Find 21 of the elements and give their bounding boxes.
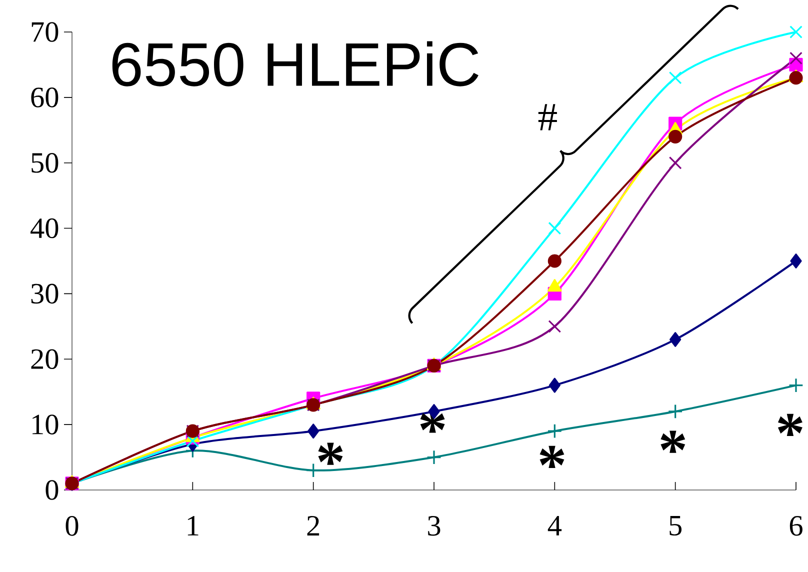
x-tick-label: 2	[307, 516, 320, 536]
y-tick-label: 60	[31, 88, 58, 108]
x-tick-label: 4	[548, 516, 562, 536]
y-tick-label: 20	[31, 349, 58, 370]
x-tick-label: 1	[188, 516, 198, 536]
annotation: #	[538, 104, 557, 130]
chart-title: 6550 HLEPiC	[112, 41, 478, 86]
x-tick-label: 6	[790, 516, 802, 536]
x-tick-label: 5	[670, 516, 682, 536]
y-tick-label: 30	[31, 284, 58, 304]
y-tick-label: 50	[32, 152, 58, 173]
y-tick-label: 10	[32, 414, 58, 434]
y-tick-label: 40	[30, 218, 58, 238]
annotation: *	[318, 442, 343, 465]
annotation: *	[660, 430, 686, 453]
annotation: *	[778, 414, 802, 436]
annotation: *	[540, 446, 564, 468]
y-tick-label: 70	[32, 22, 58, 42]
y-tick-label: 0	[46, 480, 58, 500]
x-tick-label: 0	[66, 516, 78, 536]
x-tick-label: 3	[428, 516, 440, 536]
